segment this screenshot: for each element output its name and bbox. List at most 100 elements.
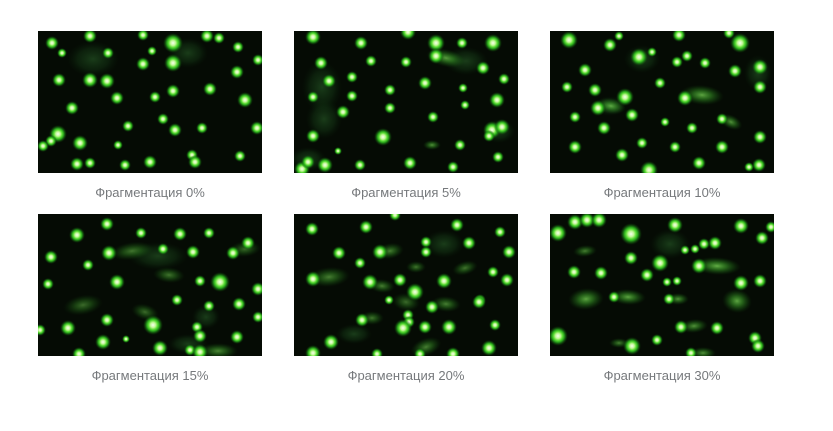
- cell-nucleus: [425, 300, 439, 314]
- cell-nucleus: [428, 48, 444, 64]
- cell-nucleus: [393, 273, 407, 287]
- cell-nucleus: [305, 271, 321, 287]
- cell-nucleus: [751, 339, 765, 353]
- background-haze: [650, 229, 690, 259]
- cell-nucleus: [460, 100, 470, 110]
- cell-nucleus: [109, 274, 125, 290]
- cell-nucleus: [500, 273, 514, 287]
- cell-nucleus: [384, 295, 394, 305]
- cell-nucleus: [252, 54, 262, 66]
- cell-nucleus: [305, 345, 321, 356]
- micrograph-image: [38, 214, 262, 356]
- cell-nucleus: [137, 31, 149, 41]
- figure-caption: Фрагментация 15%: [91, 368, 209, 383]
- cell-nucleus: [733, 218, 749, 234]
- cell-nucleus: [667, 217, 683, 233]
- cell-nucleus: [101, 245, 117, 261]
- cell-nucleus: [362, 274, 378, 290]
- micrograph-figure: Фрагментация 5%: [294, 31, 518, 200]
- cell-nucleus: [346, 90, 358, 102]
- cell-nucleus: [203, 82, 217, 96]
- cell-nucleus: [588, 83, 602, 97]
- cell-nucleus: [716, 113, 728, 125]
- cell-nucleus: [590, 100, 606, 116]
- cell-nucleus: [674, 320, 688, 334]
- cell-nucleus: [72, 347, 86, 356]
- background-haze: [306, 99, 342, 139]
- cell-nucleus: [192, 344, 208, 356]
- cell-nucleus: [615, 148, 629, 162]
- cell-nucleus: [472, 295, 486, 309]
- cell-nucleus: [306, 129, 320, 143]
- micrograph-image: [294, 214, 518, 356]
- cell-nucleus: [173, 227, 187, 241]
- cell-nucleus: [418, 320, 432, 334]
- cell-nucleus: [691, 258, 707, 274]
- cell-nucleus: [630, 48, 648, 66]
- cell-nucleus: [699, 57, 711, 69]
- cell-nucleus: [110, 91, 124, 105]
- cell-nucleus: [614, 31, 624, 41]
- micrograph-image: [550, 31, 774, 173]
- cell-nucleus: [753, 80, 767, 94]
- figure-caption: Фрагментация 30%: [603, 368, 721, 383]
- cell-nucleus: [323, 334, 339, 350]
- cell-nucleus: [755, 231, 769, 245]
- cell-nucleus: [669, 141, 681, 153]
- cell-nucleus: [237, 92, 253, 108]
- cell-nucleus: [226, 246, 240, 260]
- cell-nucleus: [251, 282, 262, 296]
- cell-nucleus: [166, 84, 180, 98]
- cell-nucleus: [38, 140, 49, 152]
- fragmented-comet-smear: [406, 261, 426, 273]
- cell-nucleus: [660, 117, 670, 127]
- cell-nucleus: [447, 161, 459, 173]
- background-haze: [424, 230, 464, 258]
- cell-nucleus: [484, 34, 502, 52]
- cell-nucleus: [188, 155, 202, 169]
- cell-nucleus: [305, 31, 321, 45]
- cell-nucleus: [119, 159, 131, 171]
- cell-nucleus: [483, 130, 495, 142]
- cell-nucleus: [69, 227, 85, 243]
- cell-nucleus: [608, 291, 620, 303]
- cell-nucleus: [355, 313, 369, 327]
- cell-nucleus: [462, 236, 476, 250]
- figure-caption: Фрагментация 0%: [95, 185, 205, 200]
- cell-nucleus: [623, 337, 641, 355]
- cell-nucleus: [336, 105, 350, 119]
- cell-nucleus: [317, 157, 333, 173]
- cell-nucleus: [579, 214, 595, 228]
- cell-nucleus: [640, 161, 658, 173]
- cell-nucleus: [414, 348, 426, 356]
- cell-nucleus: [561, 81, 573, 93]
- cell-nucleus: [481, 340, 497, 356]
- cell-nucleus: [550, 326, 568, 346]
- cell-nucleus: [45, 36, 59, 50]
- cell-nucleus: [354, 257, 366, 269]
- micrograph-figure: Фрагментация 20%: [294, 214, 518, 383]
- cell-nucleus: [723, 31, 735, 39]
- micrograph-figure: Фрагментация 15%: [38, 214, 262, 383]
- cell-nucleus: [60, 320, 76, 336]
- cell-nucleus: [52, 73, 66, 87]
- micrograph-figure: Фрагментация 10%: [550, 31, 774, 200]
- cell-nucleus: [102, 47, 114, 59]
- cell-nucleus: [765, 221, 774, 233]
- fragmented-comet-smear: [63, 294, 103, 316]
- micrograph-figure: Фрагментация 30%: [550, 214, 774, 383]
- cell-nucleus: [372, 244, 388, 260]
- cell-nucleus: [594, 266, 608, 280]
- cell-nucleus: [301, 155, 315, 169]
- cell-nucleus: [252, 311, 262, 323]
- cell-nucleus: [354, 159, 366, 171]
- cell-nucleus: [113, 140, 123, 150]
- cell-nucleus: [494, 226, 506, 238]
- cell-nucleus: [157, 243, 169, 255]
- cell-nucleus: [624, 251, 638, 265]
- cell-nucleus: [591, 214, 607, 228]
- cell-nucleus: [568, 140, 582, 154]
- cell-nucleus: [753, 130, 767, 144]
- figure-caption: Фрагментация 5%: [351, 185, 461, 200]
- micrograph-image: [38, 31, 262, 173]
